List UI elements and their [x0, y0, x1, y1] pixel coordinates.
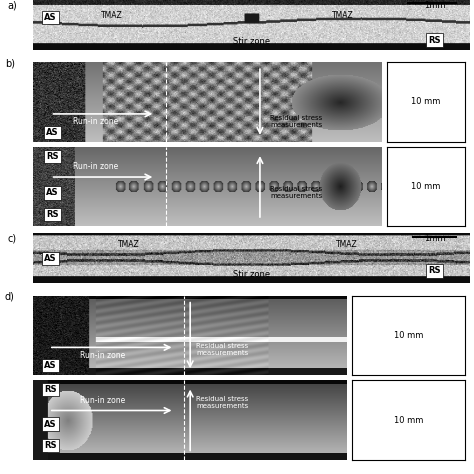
- Text: TMAZ: TMAZ: [101, 10, 123, 19]
- Text: 10 mm: 10 mm: [394, 331, 423, 340]
- Text: b): b): [5, 58, 15, 68]
- Text: Residual stress
measurements: Residual stress measurements: [270, 186, 323, 200]
- Text: AS: AS: [46, 189, 59, 198]
- Text: Run-in zone: Run-in zone: [80, 395, 125, 404]
- Text: 1mm: 1mm: [424, 0, 445, 9]
- Text: Run-in zone: Run-in zone: [73, 117, 118, 126]
- Text: RS: RS: [46, 152, 59, 161]
- Text: Stir zone: Stir zone: [233, 37, 270, 46]
- Text: c): c): [7, 234, 16, 244]
- Text: Residual stress
measurements: Residual stress measurements: [196, 396, 249, 409]
- Text: Run-in zone: Run-in zone: [73, 162, 118, 171]
- Text: AS: AS: [46, 128, 59, 137]
- Text: d): d): [5, 292, 15, 302]
- Text: AS: AS: [44, 419, 57, 428]
- Text: TMAZ: TMAZ: [332, 10, 354, 19]
- Text: 10 mm: 10 mm: [394, 416, 423, 425]
- Text: 1mm: 1mm: [424, 234, 445, 243]
- Text: TMAZ: TMAZ: [336, 240, 358, 249]
- Text: RS: RS: [46, 210, 59, 219]
- Text: RS: RS: [428, 36, 441, 45]
- Text: Stir zone: Stir zone: [233, 271, 270, 280]
- Text: AS: AS: [45, 13, 57, 22]
- Text: TMAZ: TMAZ: [118, 240, 140, 249]
- Text: RS: RS: [44, 441, 57, 450]
- Text: 10 mm: 10 mm: [411, 98, 441, 107]
- Text: Run-in zone: Run-in zone: [80, 351, 125, 360]
- Text: RS: RS: [428, 266, 441, 275]
- Text: a): a): [7, 0, 17, 10]
- Text: Residual stress
measurements: Residual stress measurements: [270, 116, 323, 128]
- Text: 10 mm: 10 mm: [411, 182, 441, 191]
- Text: RS: RS: [44, 385, 57, 394]
- Text: AS: AS: [44, 361, 57, 370]
- Text: Residual stress
measurements: Residual stress measurements: [196, 343, 249, 356]
- Text: AS: AS: [45, 254, 57, 263]
